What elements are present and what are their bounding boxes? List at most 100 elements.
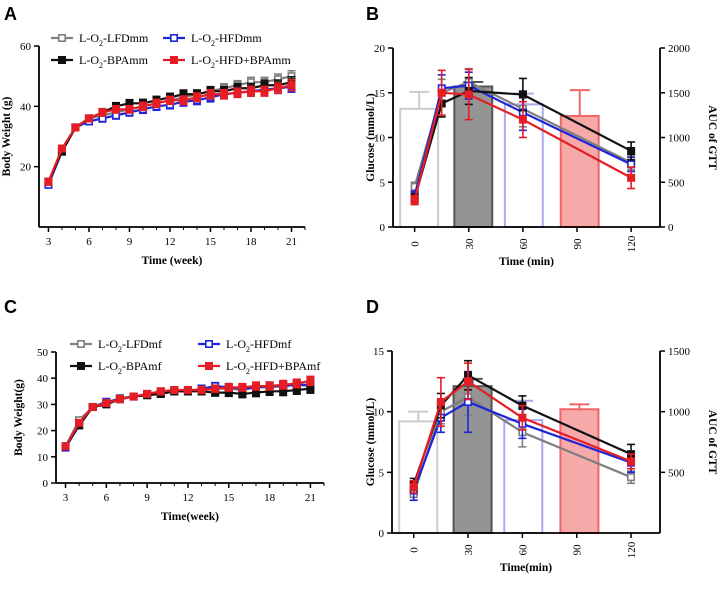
data-point <box>125 105 134 114</box>
data-point <box>238 383 247 392</box>
x-tick-label: 12 <box>182 492 193 504</box>
panel-letter-b: B <box>366 4 379 24</box>
panel-c: C 3 6 9 12 15 18 21 0 10 20 30 40 50 Time(week) Body We… <box>4 297 325 523</box>
data-point <box>165 96 174 105</box>
data-point <box>102 399 111 408</box>
data-point <box>627 146 636 155</box>
data-point <box>61 442 70 451</box>
data-point <box>170 385 179 394</box>
data-point <box>279 380 288 389</box>
y-right-tick-label: 1000 <box>668 407 691 419</box>
x-tick-label: 6 <box>104 492 110 504</box>
x-tick-label: 3 <box>46 236 52 248</box>
data-point <box>233 88 242 97</box>
data-point <box>197 385 206 394</box>
x-tick-label: 90 <box>572 544 584 556</box>
x-axis-title: Time(min) <box>500 562 552 574</box>
x-tick-label: 18 <box>245 236 257 248</box>
data-point <box>410 196 419 205</box>
data-point <box>98 108 107 117</box>
legend-item: L-O2-BPAmm <box>51 53 149 70</box>
series-3 <box>44 78 296 186</box>
x-tick-label: 90 <box>572 238 584 250</box>
data-point <box>518 115 527 124</box>
x-tick-label: 120 <box>626 541 638 558</box>
data-point <box>192 93 201 102</box>
data-point <box>84 114 93 123</box>
series-line <box>64 387 311 447</box>
auc-bar <box>453 85 494 228</box>
legend-label: L-O2-BPAmm <box>79 53 149 70</box>
panel-a: A 3 6 9 12 15 18 21 20 40 60 Time (week) Body Weight… <box>1 4 306 267</box>
data-point <box>627 173 636 182</box>
y-tick-label: 40 <box>20 101 32 113</box>
y-tick-label: 60 <box>20 41 32 53</box>
x-tick-label: 3 <box>63 492 69 504</box>
y-tick-label: 10 <box>374 133 386 145</box>
y-axis-title: Glucose (mmol/L) <box>365 398 377 487</box>
x-axis-title: Time (week) <box>142 255 203 267</box>
data-point <box>251 382 260 391</box>
data-point <box>265 382 274 391</box>
data-point <box>206 90 215 99</box>
legend-swatch-marker <box>205 339 214 348</box>
legend-label: L-O2-HFD+BPAmm <box>191 53 291 70</box>
data-point <box>224 383 233 392</box>
data-point <box>287 81 296 90</box>
data-point <box>71 123 80 132</box>
data-point <box>152 99 161 108</box>
x-tick-label: 0 <box>410 241 422 247</box>
data-point <box>518 90 527 99</box>
data-point <box>464 377 473 386</box>
data-point <box>211 384 220 393</box>
legend-item: L-O2-LFDmf <box>70 337 162 354</box>
series-2 <box>44 75 296 186</box>
data-point <box>129 392 138 401</box>
legend-swatch-marker <box>170 55 179 64</box>
data-point <box>156 387 165 396</box>
y-tick-label: 40 <box>37 373 49 385</box>
x-tick-label: 18 <box>264 492 276 504</box>
series-3 <box>409 362 636 494</box>
data-point <box>306 376 315 385</box>
data-point <box>179 96 188 105</box>
y-axis-title: Body Weight(g) <box>13 379 25 456</box>
y-right-tick-label: 1500 <box>668 88 691 100</box>
x-tick-label: 9 <box>127 236 133 248</box>
data-point <box>111 105 120 114</box>
y-tick-label: 15 <box>374 88 386 100</box>
data-point <box>627 457 636 466</box>
x-tick-label: 120 <box>626 235 638 252</box>
x-tick-label: 60 <box>518 238 530 250</box>
y-tick-label: 0 <box>43 478 49 490</box>
x-tick-label: 15 <box>223 492 235 504</box>
x-tick-label: 60 <box>517 544 529 556</box>
y-tick-label: 0 <box>380 222 386 234</box>
y-right-tick-label: 0 <box>668 222 674 234</box>
x-tick-label: 30 <box>463 544 475 556</box>
data-point <box>627 473 636 482</box>
legend-swatch-marker <box>77 339 86 348</box>
series-1 <box>409 370 636 502</box>
data-point <box>57 144 66 153</box>
panel-d: D 0 30 60 90 120 0 5 10 15 500 1000 1500 Time(min) Glu… <box>365 297 718 574</box>
legend-item: L-O2-BPAmf <box>70 359 162 376</box>
data-point <box>219 90 228 99</box>
y-tick-label: 30 <box>37 399 49 411</box>
y-right-tick-label: 1500 <box>668 346 691 358</box>
legend-item: L-O2-HFD+BPAmm <box>163 53 291 70</box>
panel-letter-c: C <box>4 297 17 317</box>
y-tick-label: 50 <box>37 347 49 359</box>
legend-label: L-O2-HFDmm <box>191 31 262 48</box>
data-point <box>246 87 255 96</box>
legend-item: L-O2-HFDmm <box>163 31 262 48</box>
legend: L-O2-LFDmm L-O2-HFDmm L-O2-BPAmm L-O2-HFD+B… <box>51 31 291 70</box>
y-right-tick-label: 2000 <box>668 43 691 55</box>
data-point <box>138 102 147 111</box>
data-point <box>273 84 282 93</box>
x-tick-label: 9 <box>144 492 150 504</box>
legend-label: L-O2-HFDmf <box>226 337 291 354</box>
y-tick-label: 15 <box>373 346 385 358</box>
panel-letter-d: D <box>366 297 379 317</box>
